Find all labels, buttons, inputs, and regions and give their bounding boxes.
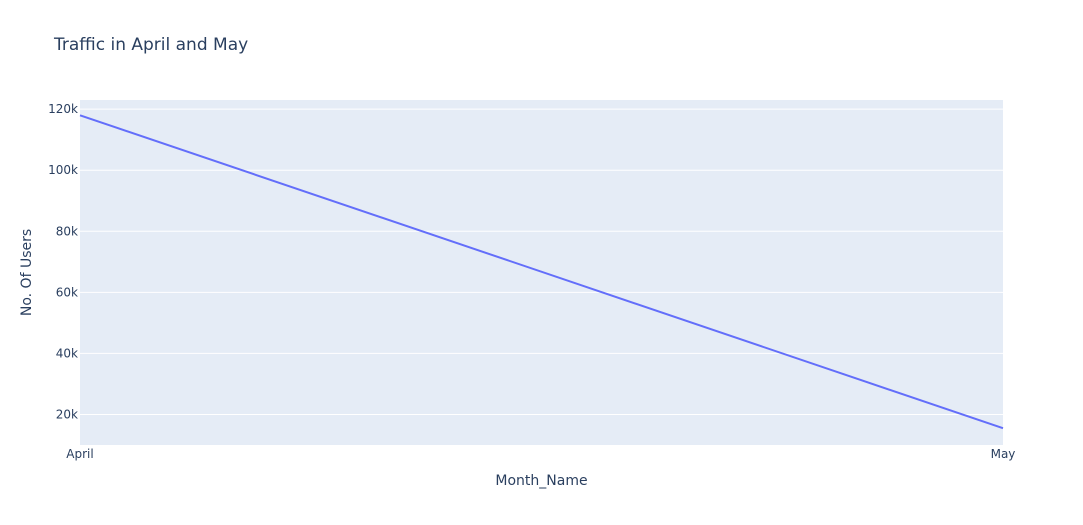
chart-title: Traffic in April and May [53,35,248,55]
x-tick-label: April [66,447,93,461]
x-tick-label: May [991,447,1016,461]
y-axis-title: No. Of Users [19,229,35,316]
y-axis-ticks: 20k 40k 60k 80k 100k 120k [48,102,78,421]
series-layer [79,114,1004,430]
gridlines [80,108,1003,415]
y-tick-label: 100k [48,163,78,177]
y-tick-label: 60k [56,285,78,299]
y-tick-label: 80k [56,224,78,238]
x-axis-title: Month_Name [495,473,587,489]
x-axis-ticks: April May [66,447,1015,461]
y-tick-label: 40k [56,346,78,360]
y-tick-label: 20k [56,407,78,421]
series-line-users [79,114,1004,430]
y-tick-label: 120k [48,102,78,116]
